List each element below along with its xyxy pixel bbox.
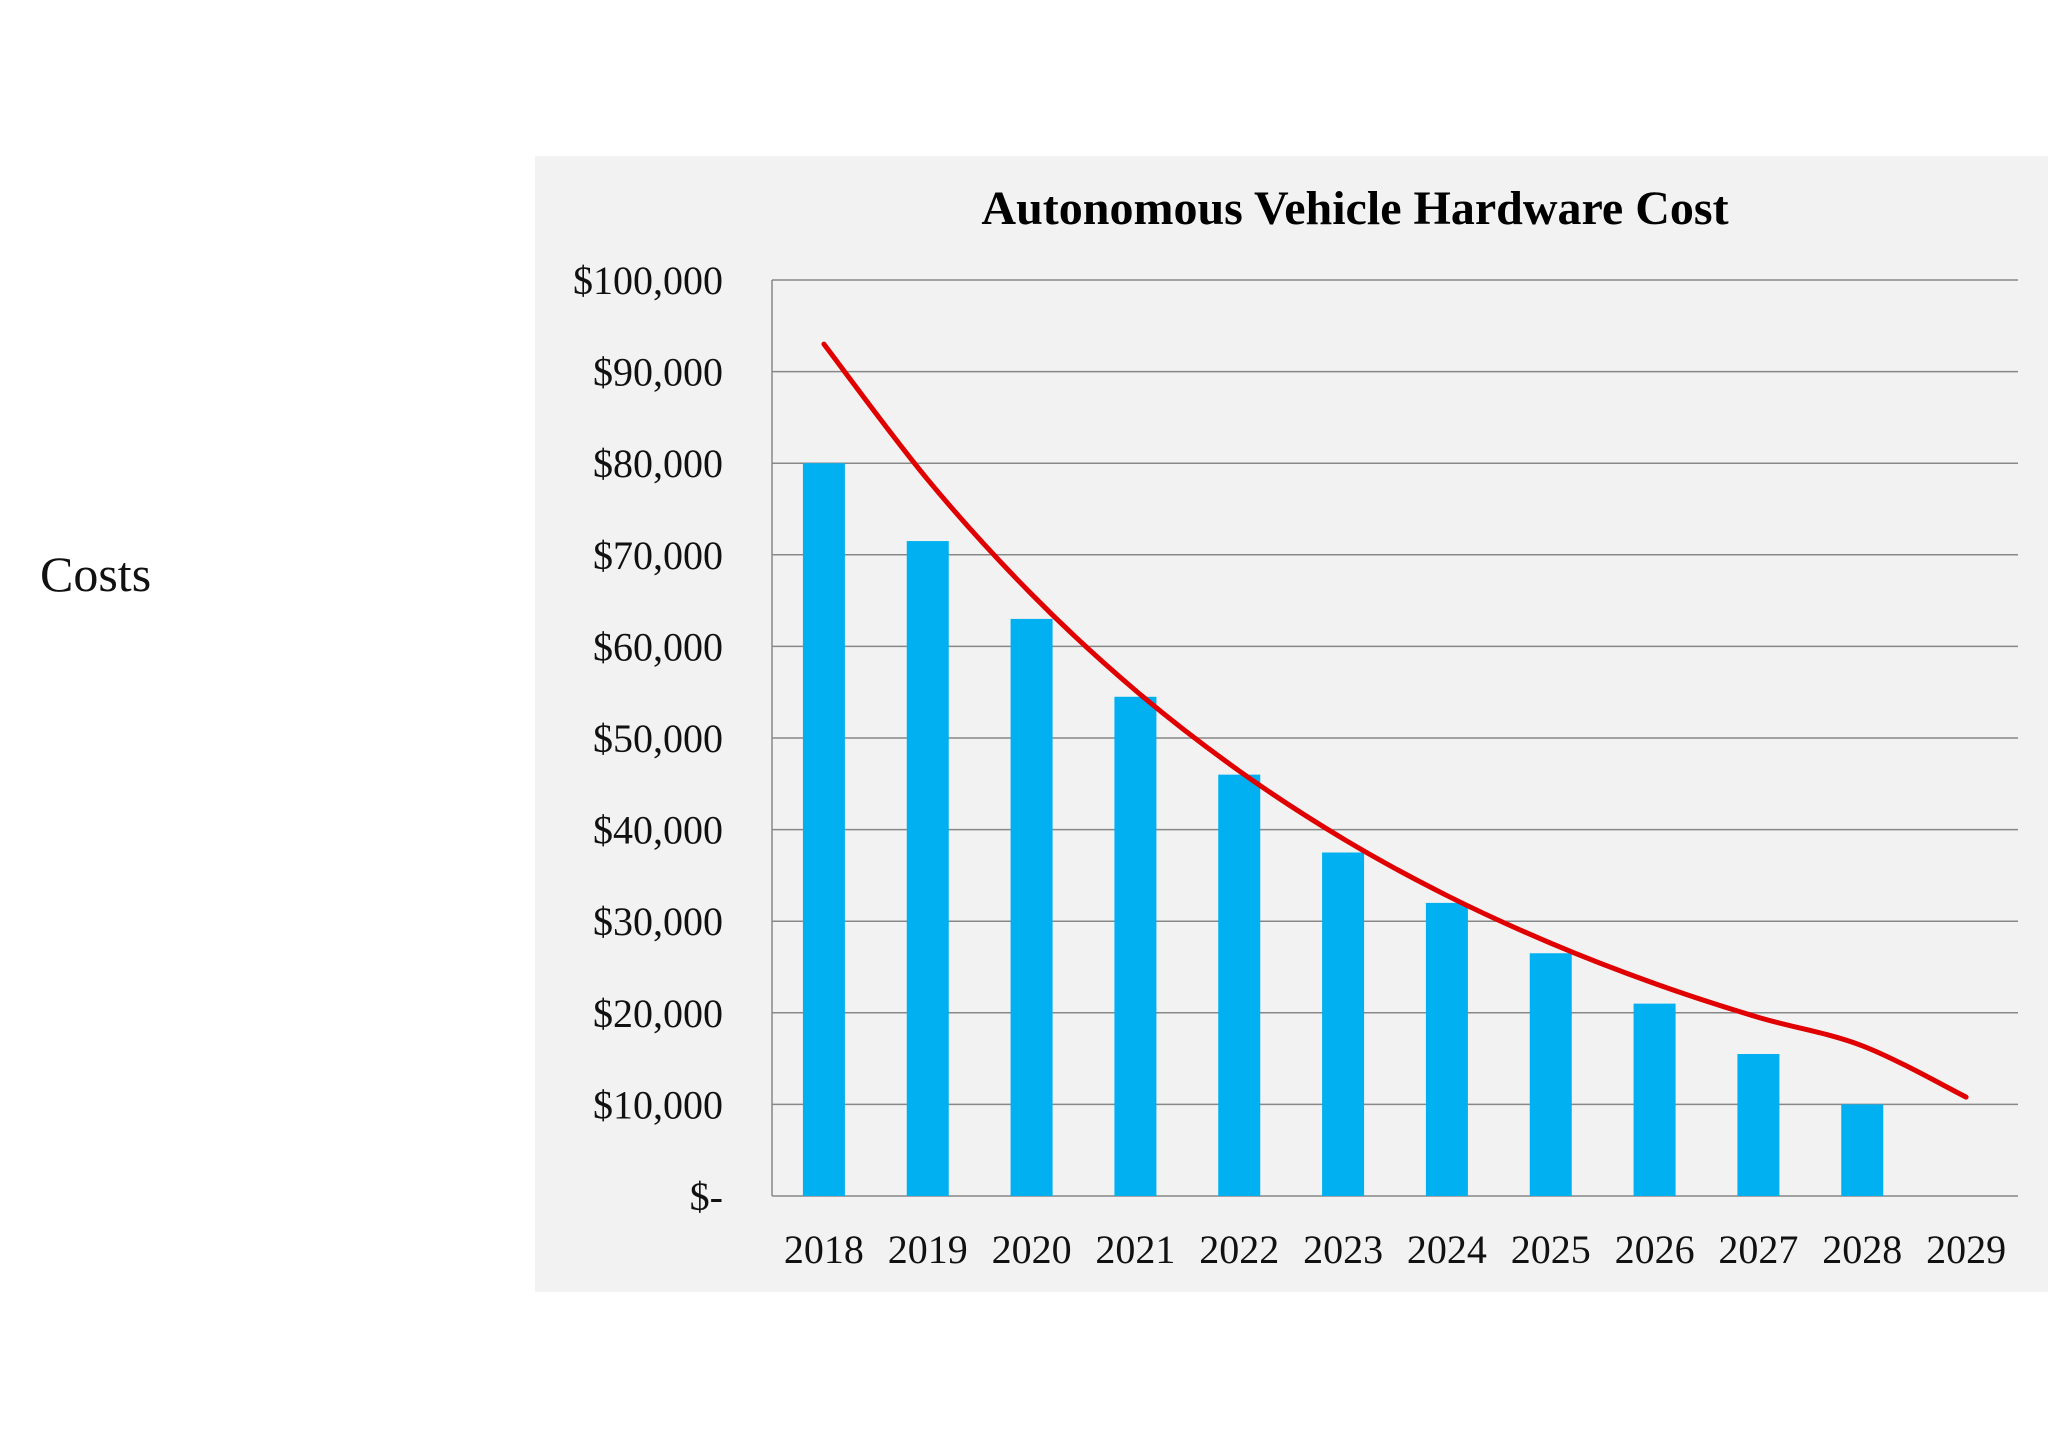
- bar-2019: [906, 541, 949, 1196]
- y-tick-label: $90,000: [593, 350, 723, 395]
- costs-label: Costs: [40, 546, 152, 602]
- y-tick-label: $-: [690, 1174, 723, 1219]
- bar-2026: [1633, 1003, 1676, 1196]
- bar-2022: [1218, 774, 1261, 1196]
- x-tick-label: 2029: [1926, 1227, 2006, 1272]
- bar-2023: [1322, 852, 1365, 1196]
- x-tick-label: 2024: [1407, 1227, 1487, 1272]
- y-tick-label: $80,000: [593, 441, 723, 486]
- bar-2024: [1425, 902, 1468, 1196]
- x-tick-label: 2023: [1303, 1227, 1383, 1272]
- x-tick-label: 2020: [992, 1227, 1072, 1272]
- bar-2025: [1529, 953, 1572, 1196]
- y-tick-label: $70,000: [593, 533, 723, 578]
- y-tick-label: $50,000: [593, 716, 723, 761]
- x-tick-label: 2019: [888, 1227, 968, 1272]
- chart-title: Autonomous Vehicle Hardware Cost: [981, 182, 1728, 235]
- x-tick-label: 2021: [1095, 1227, 1175, 1272]
- bar-2020: [1010, 618, 1053, 1196]
- bar-2028: [1841, 1104, 1884, 1196]
- bar-chart: Autonomous Vehicle Hardware Cost $- $10,00…: [573, 182, 2018, 1272]
- y-tick-label: $10,000: [593, 1082, 723, 1127]
- bar-2021: [1114, 696, 1157, 1196]
- y-tick-label: $20,000: [593, 991, 723, 1036]
- x-tick-label: 2025: [1511, 1227, 1591, 1272]
- x-tick-label: 2026: [1615, 1227, 1695, 1272]
- y-tick-label: $30,000: [593, 899, 723, 944]
- bar-2018: [802, 463, 845, 1196]
- y-tick-label: $100,000: [573, 258, 723, 303]
- y-tick-label: $40,000: [593, 808, 723, 853]
- chart-panel: Autonomous Vehicle Hardware Cost $- $10,00…: [535, 156, 2048, 1292]
- x-tick-label: 2028: [1822, 1227, 1902, 1272]
- trendline: [821, 341, 1969, 1100]
- x-tick-label: 2018: [784, 1227, 864, 1272]
- x-tick-label: 2022: [1199, 1227, 1279, 1272]
- y-tick-label: $60,000: [593, 624, 723, 669]
- x-tick-label: 2027: [1718, 1227, 1798, 1272]
- bar-2027: [1737, 1054, 1780, 1196]
